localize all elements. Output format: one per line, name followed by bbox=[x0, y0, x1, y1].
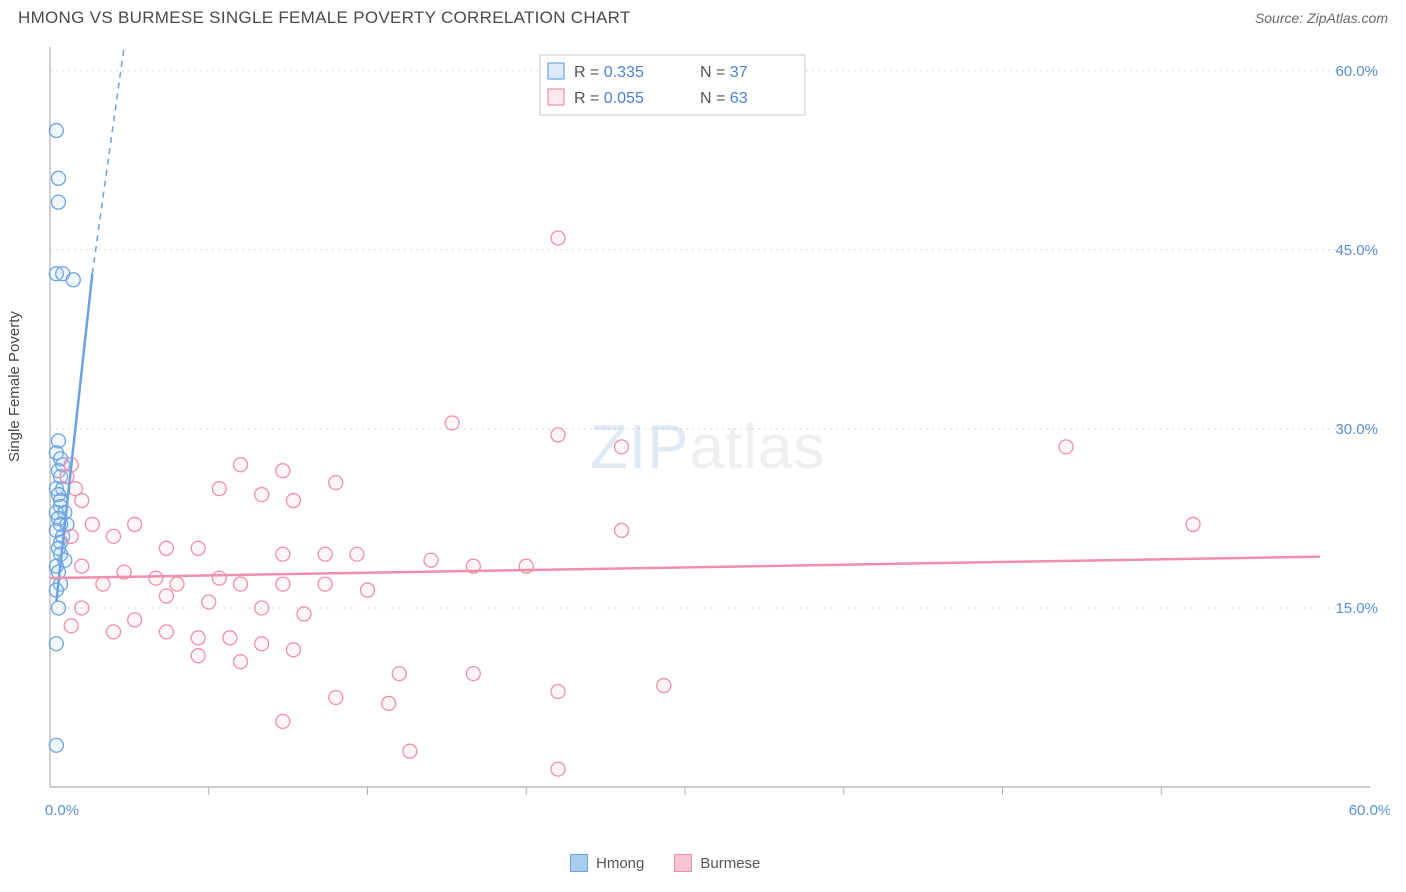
svg-text:R = 0.055: R = 0.055 bbox=[574, 90, 644, 107]
scatter-plot: R = 0.335 N = 37 R = 0.055 N = 63 15.0% 30.0… bbox=[40, 37, 1390, 837]
svg-text:15.0%: 15.0% bbox=[1335, 600, 1378, 617]
svg-text:30.0%: 30.0% bbox=[1335, 421, 1378, 438]
svg-text:N = 63: N = 63 bbox=[700, 90, 748, 107]
svg-text:0.0%: 0.0% bbox=[45, 802, 79, 819]
legend-item-hmong: Hmong bbox=[570, 854, 644, 872]
svg-text:45.0%: 45.0% bbox=[1335, 242, 1378, 259]
y-axis-label: Single Female Poverty bbox=[6, 311, 23, 462]
legend-swatch-hmong bbox=[570, 854, 588, 872]
legend-label-hmong: Hmong bbox=[596, 855, 644, 872]
chart-title: HMONG VS BURMESE SINGLE FEMALE POVERTY C… bbox=[18, 8, 631, 28]
svg-text:60.0%: 60.0% bbox=[1349, 802, 1390, 819]
svg-text:N = 37: N = 37 bbox=[700, 64, 748, 81]
svg-text:R = 0.335: R = 0.335 bbox=[574, 64, 644, 81]
legend-item-burmese: Burmese bbox=[674, 854, 760, 872]
legend: Hmong Burmese bbox=[570, 854, 760, 872]
source-label: Source: ZipAtlas.com bbox=[1255, 10, 1388, 26]
legend-swatch-burmese bbox=[674, 854, 692, 872]
legend-label-burmese: Burmese bbox=[700, 855, 760, 872]
chart-header: HMONG VS BURMESE SINGLE FEMALE POVERTY C… bbox=[0, 0, 1406, 32]
svg-text:60.0%: 60.0% bbox=[1335, 63, 1378, 80]
chart-area: Single Female Poverty R = 0.335N = 37R =… bbox=[0, 32, 1406, 882]
